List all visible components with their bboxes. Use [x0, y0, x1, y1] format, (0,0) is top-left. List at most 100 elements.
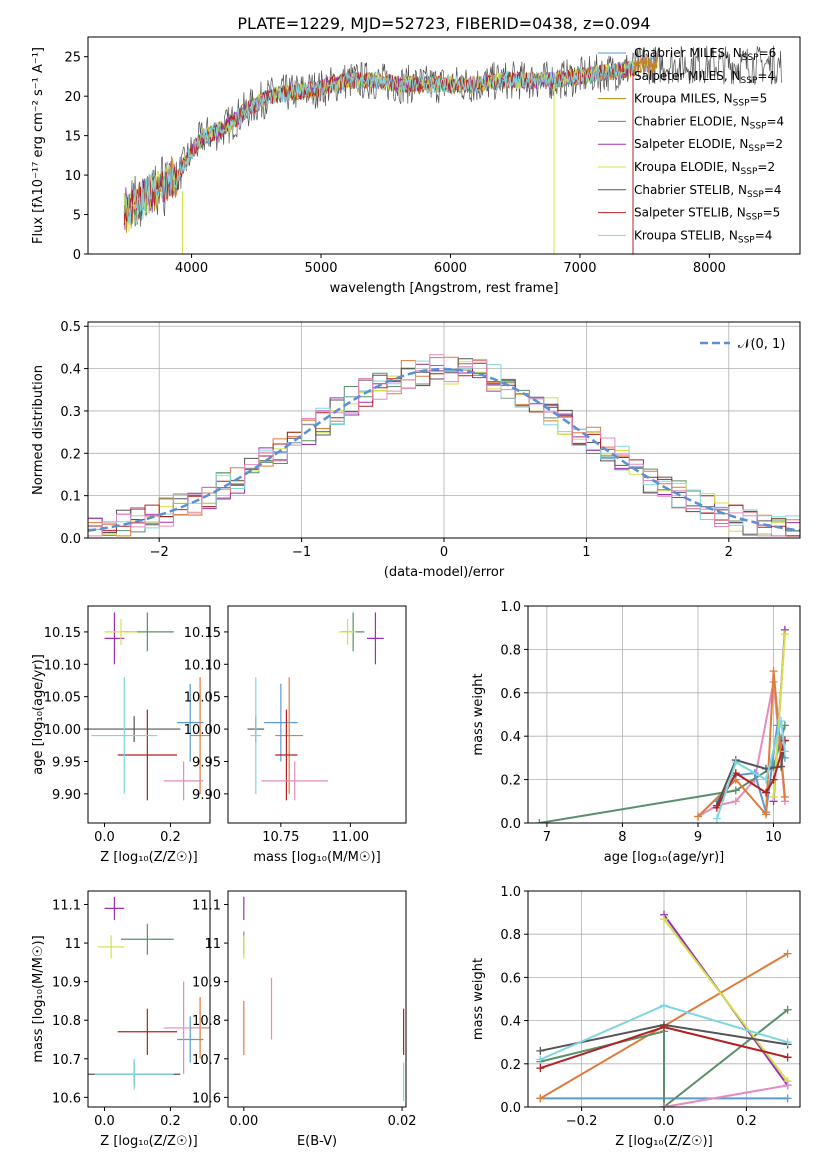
figure-title: PLATE=1229, MJD=52723, FIBERID=0438, z=0…: [237, 14, 650, 33]
weight-marker: [536, 1064, 545, 1073]
weight_vs_age-axes: 7 8 9 10 0.0 0.2 0.4 0.6 0.8 1.0 age [log₁₀(age/yr…: [471, 600, 800, 865]
x-axis-label: (data-model)/error: [384, 565, 505, 580]
y-tick-label: 10.10: [44, 658, 81, 673]
x-tick-label: 9: [694, 830, 702, 845]
weight_vs_Z-frame: [527, 890, 801, 1108]
weight-marker: [762, 775, 770, 784]
y-axis-label: Normed distribution: [31, 365, 46, 495]
legend-sub: SSP: [748, 144, 765, 154]
legend-label: Chabrier ELODIE, NSSP=4: [634, 114, 784, 131]
x-tick-label: −0.2: [566, 1114, 598, 1129]
plot-layer: 4000 5000 6000 7000 80000510152025wavelength…: [31, 36, 801, 1150]
weight-marker: [660, 1001, 668, 1010]
legend-n: =6: [759, 46, 777, 60]
normal-legend-label: 𝒩(0, 1): [738, 337, 785, 352]
weight-marker: [780, 792, 789, 801]
y-tick-label: 11.1: [52, 899, 81, 914]
mass_vs_ebv-frame: [227, 890, 407, 1108]
y-tick-label: 11: [64, 937, 81, 952]
weight-marker: [769, 667, 778, 676]
x-axis-label: age [log₁₀(age/yr)]: [604, 850, 725, 865]
x-tick-label: 0.0: [94, 1114, 115, 1129]
weight-marker: [536, 1055, 545, 1064]
y-tick-label: 10.9: [52, 976, 81, 991]
y-tick-label: 10.9: [192, 976, 221, 991]
weight-marker: [731, 797, 740, 806]
y-tick-label: 0.1: [60, 490, 81, 505]
weight-marker: [535, 819, 544, 823]
x-tick-label: 7: [543, 830, 551, 845]
weight-line: [663, 918, 789, 1082]
weight-marker: [783, 1053, 792, 1062]
x-tick-label: −2: [150, 545, 169, 560]
weight-marker: [769, 792, 778, 801]
y-tick-label: 9.90: [192, 788, 221, 803]
y-tick-label: 0.3: [60, 405, 81, 420]
legend-sub: SSP: [746, 213, 763, 223]
y-tick-label: 10.10: [184, 658, 221, 673]
x-tick-label: 7000: [563, 261, 596, 276]
legend-n: =2: [757, 160, 775, 174]
x-tick-label: 10.75: [262, 830, 299, 845]
x-tick-label: 0.2: [160, 830, 181, 845]
legend-label: Chabrier MILES, NSSP=6: [634, 46, 776, 63]
hist-steps: [88, 354, 800, 537]
weight-marker: [769, 775, 778, 784]
legend-label: Chabrier STELIB, NSSP=4: [634, 183, 782, 200]
y-axis-label: mass weight: [471, 673, 486, 755]
x-axis-label: E(B-V): [297, 1134, 337, 1149]
x-axis-label: Z [log₁₀(Z/Z☉)]: [100, 1134, 197, 1149]
mass_vs_ebv-axes: 0.00 0.02 10.6 10.7 10.8 10.9 11 11.1 E(B-V): [192, 899, 416, 1150]
x-tick-label: 0.0: [94, 830, 115, 845]
legend-n: =2: [765, 137, 783, 151]
weight-line: [540, 1009, 789, 1107]
x-tick-label: 0.0: [654, 1114, 675, 1129]
y-tick-label: 0.6: [500, 687, 521, 702]
legend-sub: SSP: [741, 76, 758, 86]
weight-marker: [694, 812, 702, 821]
age_vs_Z-points: [88, 612, 210, 801]
weight-marker: [777, 762, 786, 771]
legend-n: =4: [757, 69, 775, 83]
weight-marker: [660, 1023, 668, 1032]
x-tick-label: 0.2: [160, 1114, 181, 1129]
legend-n: =4: [755, 228, 773, 242]
weight-marker: [783, 1094, 792, 1103]
mass_vs_Z-axes: 0.0 0.2 10.6 10.7 10.8 10.9 11 11.1 Z [log₁₀(Z/Z…: [31, 899, 198, 1150]
weight-marker: [762, 788, 770, 797]
y-tick-label: 15: [64, 130, 81, 145]
weight_vs_age-series: [535, 625, 789, 823]
legend-sub: SSP: [733, 99, 750, 109]
y-tick-label: 0.5: [60, 320, 81, 335]
weight-line: [539, 725, 786, 823]
weight-marker: [783, 1081, 792, 1090]
y-axis-label: mass weight: [471, 958, 486, 1040]
y-tick-label: 10.6: [52, 1091, 81, 1106]
y-tick-label: 11.1: [192, 899, 221, 914]
y-tick-label: 11: [204, 937, 221, 952]
x-axis-label: wavelength [Angstrom, rest frame]: [330, 281, 559, 296]
weight-marker: [536, 1094, 545, 1103]
x-tick-label: 2: [725, 545, 733, 560]
y-tick-label: 10.6: [192, 1091, 221, 1106]
x-tick-label: 10: [765, 830, 782, 845]
legend-sub: SSP: [738, 235, 755, 245]
x-tick-label: 4000: [175, 261, 208, 276]
y-tick-label: 10: [64, 169, 81, 184]
weight-line: [663, 1084, 788, 1107]
x-tick-label: 0.2: [736, 1114, 757, 1129]
weight-marker: [712, 814, 721, 823]
weight-marker: [660, 1103, 668, 1107]
spectrum-frame: [87, 36, 801, 255]
legend-n: =4: [766, 114, 784, 128]
x-tick-label: 11.00: [332, 830, 369, 845]
y-tick-label: 0.2: [500, 1058, 521, 1073]
age_vs_Z-axes: 0.0 0.2 9.90 9.95 10.00 10.05 10.10 10.15 Z [log…: [31, 626, 198, 865]
weight-marker: [780, 747, 789, 756]
x-tick-label: 5000: [304, 261, 337, 276]
weight-marker: [731, 758, 740, 767]
y-tick-label: 0.2: [60, 447, 81, 462]
weight-marker: [780, 630, 789, 639]
residual-hist-frame: [87, 321, 801, 539]
